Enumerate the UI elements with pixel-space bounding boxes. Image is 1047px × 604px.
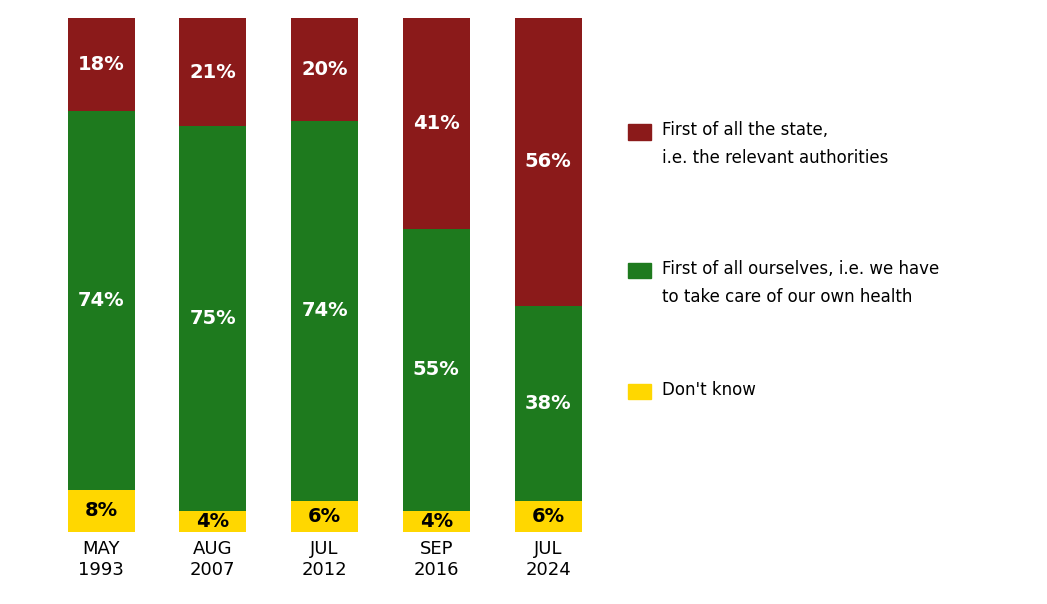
Text: 18%: 18% (77, 55, 125, 74)
Text: 74%: 74% (77, 291, 125, 310)
Text: to take care of our own health: to take care of our own health (662, 288, 912, 306)
Text: 21%: 21% (190, 63, 237, 82)
Text: 6%: 6% (532, 507, 564, 525)
Text: 55%: 55% (413, 361, 460, 379)
Text: 74%: 74% (302, 301, 348, 320)
Bar (68, 111, 135, 490)
Text: First of all the state,: First of all the state, (662, 121, 828, 139)
Text: 20%: 20% (302, 60, 348, 79)
Bar (291, 501, 358, 532)
Bar (403, 229, 470, 511)
Text: 6%: 6% (308, 507, 341, 525)
Bar (68, 490, 135, 532)
Bar (403, 18, 470, 229)
Bar (514, 501, 581, 532)
Text: 41%: 41% (413, 114, 460, 133)
Text: Don't know: Don't know (662, 381, 756, 399)
Bar (291, 18, 358, 121)
Text: i.e. the relevant authorities: i.e. the relevant authorities (662, 149, 888, 167)
Bar (179, 18, 246, 126)
Text: First of all ourselves, i.e. we have: First of all ourselves, i.e. we have (662, 260, 939, 278)
Bar (179, 126, 246, 511)
Bar (291, 121, 358, 501)
Bar (68, 18, 135, 111)
Text: 75%: 75% (190, 309, 237, 328)
Text: 38%: 38% (525, 394, 572, 413)
Bar (403, 511, 470, 532)
Text: 8%: 8% (85, 501, 117, 521)
Text: 4%: 4% (420, 512, 453, 531)
Bar (514, 306, 581, 501)
Text: 56%: 56% (525, 152, 572, 172)
Bar (514, 18, 581, 306)
Bar (179, 511, 246, 532)
Text: 4%: 4% (196, 512, 229, 531)
